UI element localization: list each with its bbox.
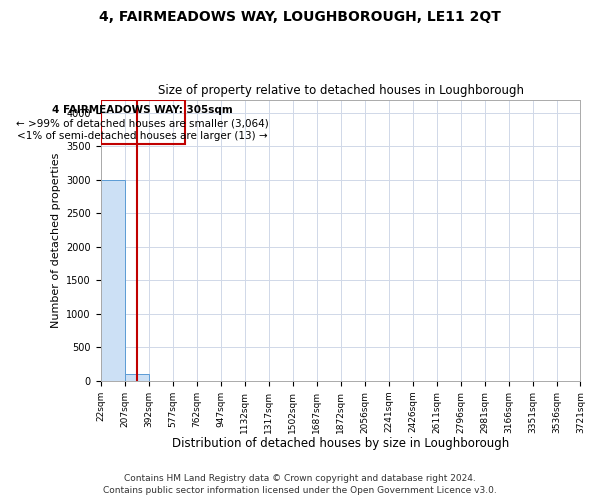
- Y-axis label: Number of detached properties: Number of detached properties: [50, 152, 61, 328]
- Title: Size of property relative to detached houses in Loughborough: Size of property relative to detached ho…: [158, 84, 524, 97]
- Bar: [125, 374, 149, 381]
- X-axis label: Distribution of detached houses by size in Loughborough: Distribution of detached houses by size …: [172, 437, 509, 450]
- Text: 4 FAIRMEADOWS WAY: 305sqm: 4 FAIRMEADOWS WAY: 305sqm: [52, 104, 233, 115]
- Text: 4, FAIRMEADOWS WAY, LOUGHBOROUGH, LE11 2QT: 4, FAIRMEADOWS WAY, LOUGHBOROUGH, LE11 2…: [99, 10, 501, 24]
- Bar: [101, 100, 185, 144]
- Text: Contains HM Land Registry data © Crown copyright and database right 2024.
Contai: Contains HM Land Registry data © Crown c…: [103, 474, 497, 495]
- Text: ← >99% of detached houses are smaller (3,064): ← >99% of detached houses are smaller (3…: [16, 118, 269, 128]
- Text: <1% of semi-detached houses are larger (13) →: <1% of semi-detached houses are larger (…: [17, 130, 268, 140]
- Bar: [101, 180, 125, 381]
